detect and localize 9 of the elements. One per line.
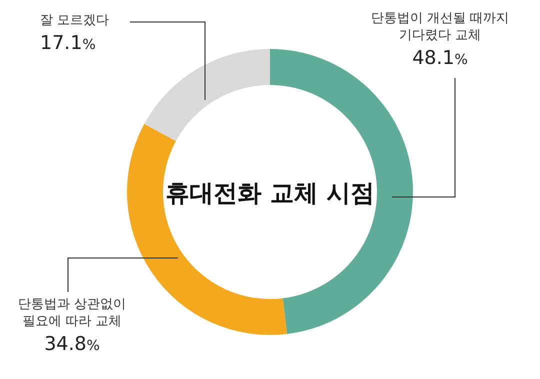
slice-label: 단통법과 상관없이 필요에 따라 교체 — [18, 297, 126, 329]
slice-label: 단통법이 개선될 때까지 기다렸다 교체 — [370, 11, 510, 43]
data-label: 48.1% — [412, 47, 468, 69]
donut-slice — [270, 49, 413, 334]
text: 휴대전화 교체 시점 — [166, 179, 374, 207]
data-label: 34.8% — [44, 333, 100, 355]
slice-label: 잘 모르겠다 — [40, 13, 110, 28]
data-label: 17.1% — [40, 32, 96, 54]
donut-slice — [144, 49, 270, 142]
